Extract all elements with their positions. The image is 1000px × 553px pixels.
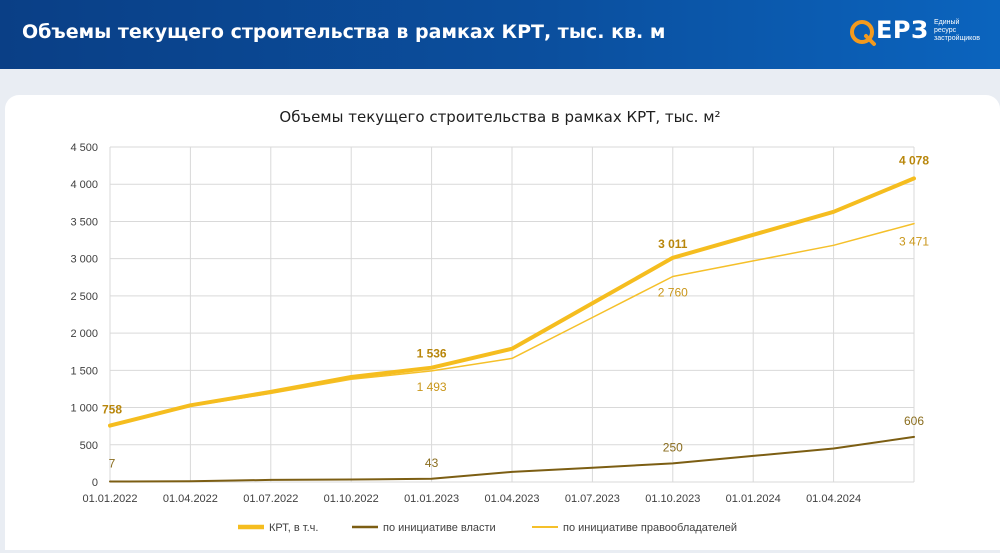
legend-label: по инициативе власти <box>383 522 496 534</box>
data-label: 1 536 <box>417 347 447 361</box>
logo-subtitle-line: застройщиков <box>934 35 980 42</box>
y-tick-label: 3 500 <box>70 216 98 228</box>
series-line <box>108 176 916 428</box>
y-tick-label: 1 000 <box>70 403 98 415</box>
y-tick-label: 500 <box>80 440 98 452</box>
x-tick-label: 01.10.2023 <box>645 493 700 505</box>
series-line <box>109 435 915 483</box>
y-tick-label: 4 500 <box>70 142 98 154</box>
x-tick-label: 01.07.2022 <box>243 493 298 505</box>
data-label: 606 <box>904 414 924 428</box>
legend-label: по инициативе правообладателей <box>563 522 737 534</box>
data-label: 250 <box>663 440 683 454</box>
logo-text: ЕРЗ <box>876 16 929 44</box>
data-label: 43 <box>425 456 439 470</box>
data-label: 3 471 <box>899 235 929 249</box>
data-label: 7 <box>109 456 116 470</box>
erz-logo: ЕРЗ Единый ресурс застройщиков <box>848 14 988 54</box>
logo-mark-icon <box>850 20 876 46</box>
y-tick-label: 3 000 <box>70 254 98 266</box>
legend-label: КРТ, в т.ч. <box>269 522 318 534</box>
x-tick-label: 01.04.2022 <box>163 493 218 505</box>
data-label: 3 011 <box>658 237 688 251</box>
x-tick-label: 01.07.2023 <box>565 493 620 505</box>
x-tick-label: 01.01.2022 <box>82 493 137 505</box>
logo-subtitle-line: ресурс <box>934 27 957 34</box>
data-label: 2 760 <box>658 286 688 300</box>
page-title: Объемы текущего строительства в рамках К… <box>22 21 666 43</box>
logo-subtitle-line: Единый <box>934 19 960 26</box>
y-tick-label: 0 <box>92 477 98 489</box>
data-label: 4 078 <box>899 153 929 167</box>
x-tick-label: 01.04.2023 <box>484 493 539 505</box>
x-tick-label: 01.01.2024 <box>726 493 781 505</box>
x-tick-label: 01.01.2023 <box>404 493 459 505</box>
chart-title: Объемы текущего строительства в рамках К… <box>279 108 721 126</box>
header-bar: Объемы текущего строительства в рамках К… <box>0 0 1000 69</box>
chart-card <box>5 95 1000 550</box>
y-tick-label: 1 500 <box>70 365 98 377</box>
y-tick-label: 4 000 <box>70 179 98 191</box>
y-tick-label: 2 000 <box>70 328 98 340</box>
y-tick-label: 2 500 <box>70 291 98 303</box>
logo-subtitle: Единый ресурс застройщиков <box>934 19 994 43</box>
x-tick-label: 01.10.2022 <box>324 493 379 505</box>
data-label: 1 493 <box>417 380 447 394</box>
x-tick-label: 01.04.2024 <box>806 493 861 505</box>
data-label: 758 <box>102 403 122 417</box>
